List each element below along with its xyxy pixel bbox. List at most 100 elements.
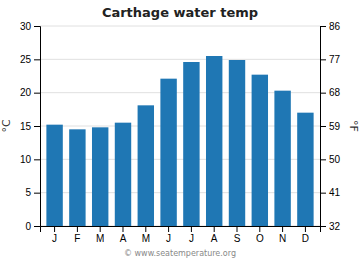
tick: 86 xyxy=(320,21,341,32)
tick-mark xyxy=(34,93,40,94)
tick-label: 20 xyxy=(20,87,32,98)
tick: M xyxy=(96,226,104,244)
tick-label: F xyxy=(74,233,80,244)
tick: 10 xyxy=(20,154,40,165)
chart: J F M A M J J A S O N D 0 5 10 15 20 25 30 32 41 50 59 68 77 86 Ca… xyxy=(0,0,360,260)
tick-mark xyxy=(320,193,326,194)
tick-label: M xyxy=(96,233,104,244)
tick-mark xyxy=(305,226,306,232)
tick-mark xyxy=(320,159,326,160)
bar xyxy=(138,105,154,226)
tick-mark xyxy=(191,226,192,232)
tick: A xyxy=(120,226,127,244)
tick: 20 xyxy=(20,87,40,98)
bar xyxy=(297,113,313,226)
tick-label: 10 xyxy=(20,154,32,165)
x-axis-line xyxy=(41,227,321,233)
tick: S xyxy=(234,226,241,244)
y-axis: 0 5 10 15 20 25 30 xyxy=(20,21,41,232)
tick-mark xyxy=(259,226,260,232)
grid xyxy=(40,26,320,226)
tick-mark xyxy=(34,26,40,27)
tick: 59 xyxy=(320,121,341,132)
tick-label: J xyxy=(189,233,194,244)
tick: 68 xyxy=(320,87,341,98)
tick-label: O xyxy=(256,233,264,244)
tick-label: 0 xyxy=(25,221,31,232)
bar xyxy=(206,56,222,226)
tick: A xyxy=(211,226,218,244)
tick-label: 41 xyxy=(329,187,341,198)
tick-label: N xyxy=(279,233,286,244)
tick-mark xyxy=(34,126,40,127)
tick: 32 xyxy=(320,221,341,232)
tick: 77 xyxy=(320,54,341,65)
tick-mark xyxy=(145,226,146,232)
tick-label: 5 xyxy=(25,187,31,198)
grid-line xyxy=(40,26,320,27)
tick-label: 77 xyxy=(329,54,341,65)
tick-label: J xyxy=(52,233,57,244)
tick-label: 15 xyxy=(20,121,32,132)
tick-label: 68 xyxy=(329,87,341,98)
tick: M xyxy=(142,226,150,244)
tick-label: D xyxy=(302,233,309,244)
tick-mark xyxy=(168,226,169,232)
tick-mark xyxy=(77,226,78,232)
title: Carthage water temp xyxy=(102,5,258,20)
y2-axis-line xyxy=(321,27,327,227)
tick: J xyxy=(52,226,57,244)
annotation: © www.seatemperature.org xyxy=(124,249,236,258)
tick-mark xyxy=(54,226,55,232)
x-axis: JFMAMJJASOND xyxy=(41,226,321,244)
tick-label: 59 xyxy=(329,121,341,132)
bar xyxy=(92,127,108,226)
bar xyxy=(46,125,62,226)
tick-label: 32 xyxy=(329,221,341,232)
tick: 5 xyxy=(25,187,40,198)
tick: F xyxy=(74,226,80,244)
tick-mark xyxy=(320,26,326,27)
tick: O xyxy=(256,226,264,244)
tick-label: J xyxy=(166,233,171,244)
bar xyxy=(274,91,290,226)
tick-label: M xyxy=(142,233,150,244)
tick-mark xyxy=(320,226,326,227)
tick-mark xyxy=(320,126,326,127)
y2-axis: 32 41 50 59 68 77 86 xyxy=(320,21,341,232)
tick: 15 xyxy=(20,121,40,132)
tick-label: A xyxy=(211,233,218,244)
tick: 41 xyxy=(320,187,341,198)
tick: N xyxy=(279,226,286,244)
tick-mark xyxy=(237,226,238,232)
tick: 0 xyxy=(25,221,40,232)
tick-mark xyxy=(34,59,40,60)
tick-label: S xyxy=(234,233,241,244)
tick: 30 xyxy=(20,21,40,32)
tick-mark xyxy=(100,226,101,232)
y-axis-line xyxy=(34,27,41,227)
tick: J xyxy=(166,226,171,244)
bar xyxy=(160,79,176,226)
tick-mark xyxy=(122,226,123,232)
tick-mark xyxy=(34,226,40,227)
bars xyxy=(46,56,313,226)
tick-label: 25 xyxy=(20,54,32,65)
tick: D xyxy=(302,226,309,244)
tick-label: 30 xyxy=(20,21,32,32)
tick-label: 50 xyxy=(329,154,341,165)
y2-axis-title: °F xyxy=(347,120,360,132)
bar xyxy=(229,60,245,226)
tick-label: A xyxy=(120,233,127,244)
tick-label: 86 xyxy=(329,21,341,32)
bar xyxy=(69,129,85,226)
tick-mark xyxy=(282,226,283,232)
tick-mark xyxy=(320,59,326,60)
bar xyxy=(115,123,131,226)
tick-mark xyxy=(320,93,326,94)
tick: 50 xyxy=(320,154,341,165)
tick: 25 xyxy=(20,54,40,65)
grid-line xyxy=(40,59,320,60)
tick-mark xyxy=(34,159,40,160)
tick-mark xyxy=(214,226,215,232)
